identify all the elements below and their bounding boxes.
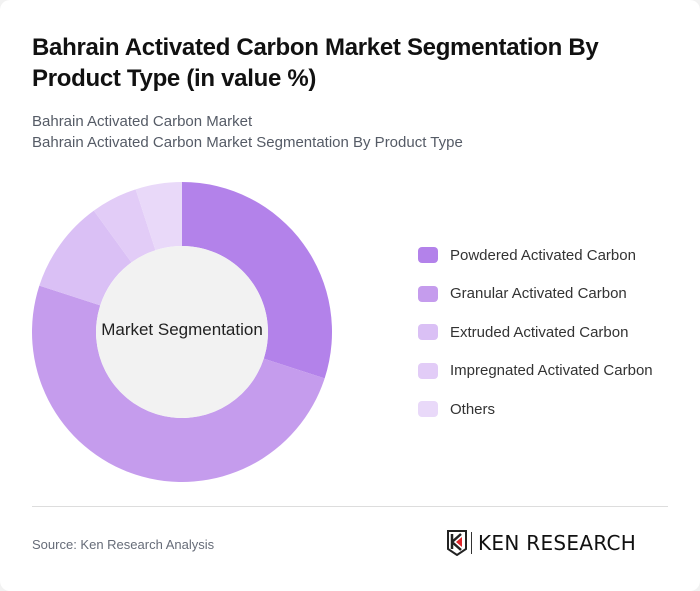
legend-swatch (418, 324, 438, 340)
logo-separator (471, 532, 472, 554)
footer-divider (32, 506, 668, 507)
legend-label: Impregnated Activated Carbon (450, 362, 653, 379)
chart-subtitle-market: Bahrain Activated Carbon Market (32, 113, 253, 130)
donut-chart (31, 182, 333, 483)
legend-swatch (418, 401, 438, 417)
chart-legend: Powdered Activated Carbon Granular Activ… (418, 245, 653, 438)
chart-title: Bahrain Activated Carbon Market Segmenta… (32, 34, 599, 92)
legend-item-extruded: Extruded Activated Carbon (418, 322, 653, 342)
logo-text: KEN RESEARCH (478, 531, 637, 555)
legend-item-impregnated: Impregnated Activated Carbon (418, 361, 653, 381)
source-note: Source: Ken Research Analysis (32, 537, 215, 552)
legend-item-powdered: Powdered Activated Carbon (418, 245, 653, 265)
legend-item-others: Others (418, 399, 653, 419)
legend-item-granular: Granular Activated Carbon (418, 284, 653, 304)
donut-slice-impregnated-activated-carbon (93, 189, 156, 263)
legend-label: Others (450, 400, 496, 418)
donut-hole (96, 246, 268, 418)
legend-swatch (418, 362, 438, 379)
chart-subtitle-segmentation: Bahrain Activated Carbon Market Segmenta… (32, 134, 463, 151)
donut-slice-powdered-activated-carbon (182, 182, 333, 379)
donut-slice-granular-activated-carbon (31, 285, 325, 483)
legend-label: Powdered Activated Carbon (450, 246, 636, 264)
legend-label: Extruded Activated Carbon (450, 323, 629, 341)
donut-slice-others (135, 182, 182, 251)
legend-label: Granular Activated Carbon (450, 285, 627, 302)
donut-center-label: Market Segmentation (101, 320, 263, 339)
legend-swatch (418, 247, 438, 263)
ken-research-shield-icon (447, 530, 467, 556)
ken-research-logo: KEN RESEARCH (447, 530, 636, 556)
legend-swatch (418, 285, 438, 302)
donut-slice-extruded-activated-carbon (39, 210, 132, 306)
